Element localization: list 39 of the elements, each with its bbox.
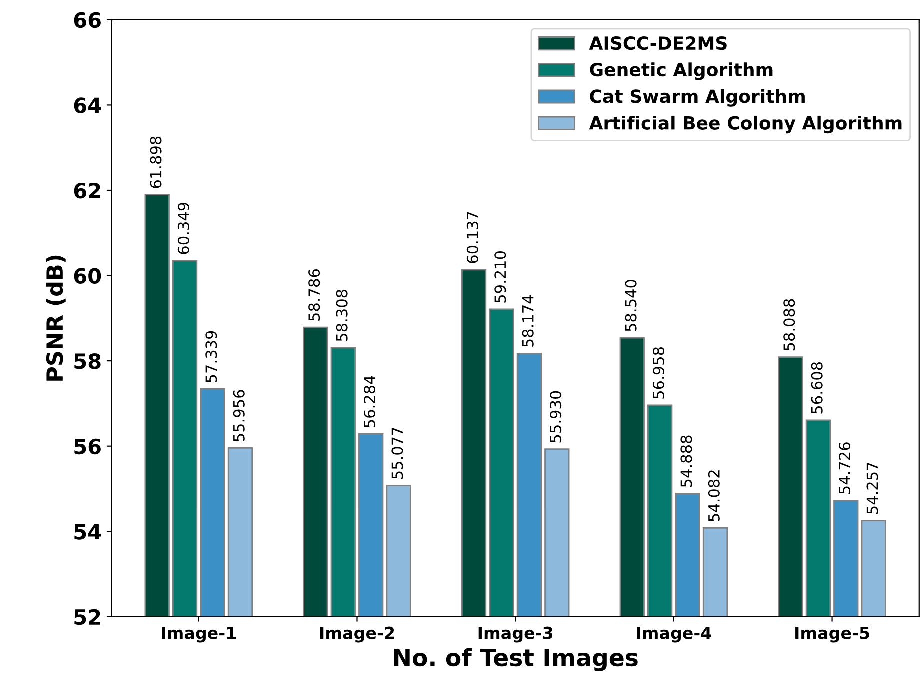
x-tick-label: Image-2 bbox=[320, 626, 394, 643]
y-axis-title: PSNR (dB) bbox=[46, 256, 66, 381]
data-label: 57.339 bbox=[206, 331, 218, 383]
y-tick-label: 66 bbox=[74, 12, 101, 28]
legend-label: Cat Swarm Algorithm bbox=[590, 89, 805, 107]
data-label: 58.088 bbox=[784, 299, 796, 351]
y-tick-label: 54 bbox=[74, 524, 102, 540]
data-label: 58.308 bbox=[336, 290, 348, 342]
data-label: 55.077 bbox=[392, 428, 404, 479]
data-label: 60.349 bbox=[178, 202, 190, 254]
y-tick-label: 52 bbox=[74, 609, 100, 626]
legend-label: Genetic Algorithm bbox=[590, 62, 773, 80]
data-label: 59.210 bbox=[494, 251, 506, 303]
y-tick-label: 58 bbox=[74, 354, 101, 370]
legend-label: AISCC-DE2MS bbox=[589, 36, 727, 50]
data-label: 56.284 bbox=[364, 376, 376, 428]
data-label: 54.888 bbox=[680, 436, 692, 488]
data-label: 56.958 bbox=[652, 348, 665, 399]
data-label: 58.540 bbox=[625, 280, 637, 332]
data-label: 54.082 bbox=[708, 470, 720, 522]
data-label: 55.930 bbox=[550, 391, 562, 443]
data-label: 54.726 bbox=[839, 442, 851, 494]
y-tick-label: 56 bbox=[74, 438, 101, 455]
x-tick-label: Image-5 bbox=[796, 627, 870, 643]
data-label: 58.174 bbox=[522, 295, 534, 347]
data-label: 60.137 bbox=[466, 212, 478, 264]
x-tick-label: Image-4 bbox=[637, 627, 712, 643]
x-axis-title: No. of Test Images bbox=[394, 648, 638, 672]
y-tick-label: 62 bbox=[74, 182, 100, 199]
data-label: 58.786 bbox=[308, 270, 320, 321]
x-tick-label: Image-1 bbox=[162, 627, 236, 643]
x-tick-label: Image-3 bbox=[478, 626, 553, 643]
data-label: 54.257 bbox=[866, 462, 878, 514]
data-label: 55.956 bbox=[233, 390, 245, 442]
data-label: 61.898 bbox=[150, 136, 162, 188]
y-tick-label: 60 bbox=[74, 268, 102, 284]
legend-label: Artificial Bee Colony Algorithm bbox=[589, 116, 902, 134]
data-label: 56.608 bbox=[811, 362, 823, 414]
y-tick-label: 64 bbox=[74, 98, 102, 114]
